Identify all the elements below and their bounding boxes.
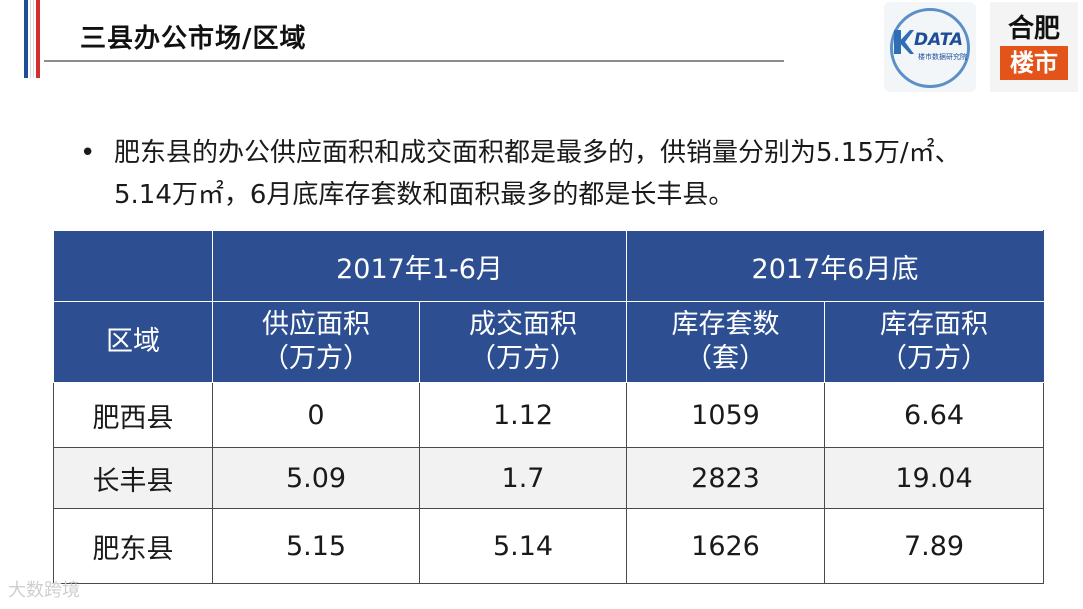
region-cell: 长丰县: [53, 447, 213, 509]
hefei-logo-top: 合肥: [1007, 14, 1060, 44]
column-header-stock-units: 库存套数 （套）: [626, 301, 825, 383]
value-cell: 1626: [626, 508, 825, 584]
table-row: 肥东县 5.15 5.14 1626 7.89: [53, 508, 1044, 584]
flag-stripe-blue: [24, 0, 28, 78]
title-bar: 三县办公市场/区域: [44, 10, 784, 62]
kdata-logo-subtitle: 楼市数据研究院: [918, 53, 967, 61]
column-header-name: 库存面积: [880, 309, 988, 340]
region-cell: 肥西县: [53, 382, 213, 448]
value-cell: 0: [212, 382, 420, 448]
page-title: 三县办公市场/区域: [80, 24, 307, 54]
table-group-header-row: 2017年1-6月 2017年6月底: [53, 230, 1044, 302]
bullet-dot-icon: •: [80, 138, 96, 168]
group-header-end: 2017年6月底: [626, 230, 1044, 302]
table-corner-cell: [53, 230, 213, 302]
value-cell: 1.12: [419, 382, 627, 448]
column-header-name: 成交面积: [469, 309, 577, 340]
column-header-supply: 供应面积 （万方）: [212, 301, 420, 383]
kdata-logo: DATA 楼市数据研究院: [884, 2, 976, 92]
value-cell: 6.64: [824, 382, 1044, 448]
summary-text: 肥东县的办公供应面积和成交面积都是最多的，供销量分别为5.15万/㎡、5.14万…: [114, 138, 961, 210]
table-row: 肥西县 0 1.12 1059 6.64: [53, 382, 1044, 448]
value-cell: 1059: [626, 382, 825, 448]
value-cell: 5.09: [212, 447, 420, 509]
column-header-unit: （套）: [685, 343, 766, 374]
flag-stripe-red: [36, 0, 40, 78]
region-header: 区域: [53, 301, 213, 383]
region-cell: 肥东县: [53, 508, 213, 584]
hefei-loushi-logo: 合肥 楼市: [990, 2, 1078, 92]
table-column-header-row: 区域 供应面积 （万方） 成交面积 （万方） 库存套数 （套） 库存面积 （万方…: [53, 301, 1044, 383]
value-cell: 19.04: [824, 447, 1044, 509]
column-header-name: 供应面积: [262, 309, 370, 340]
kdata-logo-name: DATA: [914, 30, 964, 50]
column-header-unit: （万方）: [262, 343, 370, 374]
column-header-deal: 成交面积 （万方）: [419, 301, 627, 383]
value-cell: 7.89: [824, 508, 1044, 584]
value-cell: 1.7: [419, 447, 627, 509]
hefei-logo-bottom: 楼市: [1000, 46, 1068, 80]
kdata-ring-icon: [890, 8, 970, 88]
k-letter-icon: [894, 30, 914, 54]
group-header-period: 2017年1-6月: [212, 230, 627, 302]
office-market-table: 2017年1-6月 2017年6月底 区域 供应面积 （万方） 成交面积 （万方…: [53, 230, 1044, 584]
column-header-name: 库存套数: [671, 309, 780, 340]
column-header-stock-area: 库存面积 （万方）: [824, 301, 1044, 383]
flag-stripe-white: [30, 0, 34, 78]
column-header-unit: （万方）: [880, 343, 988, 374]
value-cell: 5.14: [419, 508, 627, 584]
value-cell: 2823: [626, 447, 825, 509]
table-row: 长丰县 5.09 1.7 2823 19.04: [53, 447, 1044, 509]
watermark: 大数跨境: [8, 580, 80, 601]
column-header-unit: （万方）: [469, 343, 577, 374]
value-cell: 5.15: [212, 508, 420, 584]
